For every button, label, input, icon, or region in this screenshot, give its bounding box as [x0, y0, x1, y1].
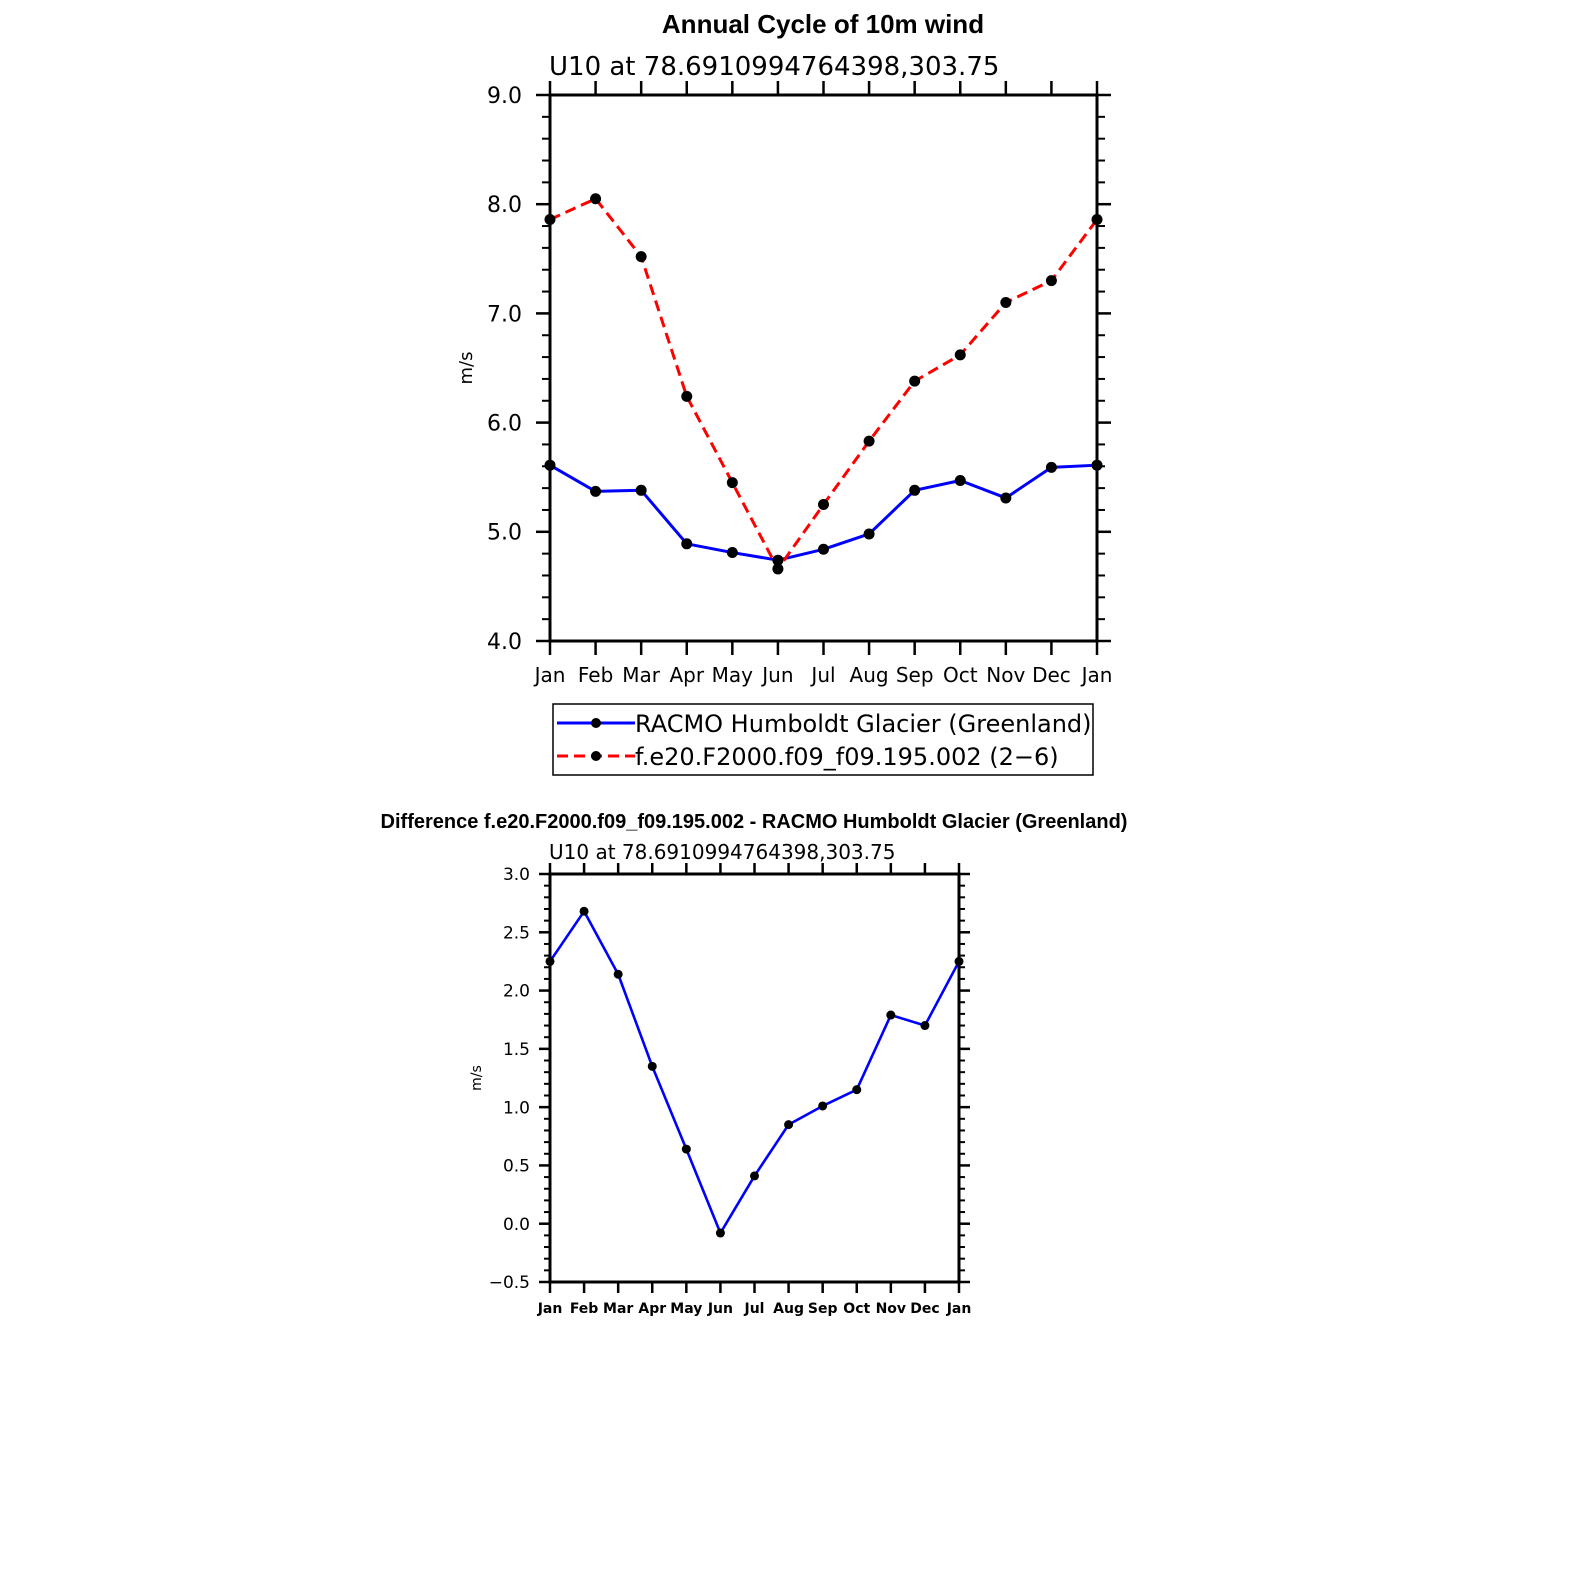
- x-tick-label: Mar: [603, 1301, 633, 1317]
- x-tick-label: May: [670, 1301, 702, 1317]
- legend-label-racmo: RACMO Humboldt Glacier (Greenland): [635, 710, 1092, 738]
- x-tick-label: Sep: [896, 663, 934, 687]
- y-tick-label: 9.0: [487, 84, 522, 109]
- chart-subtitle: U10 at 78.6910994764398,303.75: [549, 840, 895, 864]
- legend-box: [552, 703, 1094, 776]
- y-tick-label: 8.0: [487, 193, 522, 218]
- data-point-0: [784, 1120, 794, 1130]
- y-tick-label: 3.0: [503, 865, 530, 885]
- annual-cycle-chart: Annual Cycle of 10m wind U10 at 78.69109…: [456, 9, 1113, 776]
- x-tick-label: Aug: [850, 663, 889, 687]
- legend-marker-model: [591, 751, 601, 761]
- data-point-0: [772, 554, 784, 566]
- x-tick-label: Jun: [760, 663, 793, 687]
- y-tick-label: 6.0: [487, 412, 522, 437]
- y-axis-label: m/s: [469, 1065, 485, 1091]
- y-axis-label: m/s: [456, 352, 477, 385]
- data-point-1: [1000, 296, 1012, 308]
- data-point-0: [818, 543, 829, 555]
- data-point-1: [863, 435, 875, 447]
- data-point-0: [681, 1144, 691, 1154]
- x-tick-label: Dec: [910, 1301, 939, 1317]
- data-point-0: [920, 1021, 930, 1031]
- data-point-1: [818, 499, 829, 510]
- data-point-0: [590, 485, 602, 497]
- difference-chart: Difference f.e20.F2000.f09_f09.195.002 -…: [381, 811, 1128, 1317]
- chart-title: Annual Cycle of 10m wind: [662, 9, 984, 39]
- y-tick-label: −0.5: [489, 1273, 530, 1293]
- legend-label-model: f.e20.F2000.f09_f09.195.002 (2−6): [635, 743, 1059, 771]
- data-point-0: [886, 1010, 896, 1020]
- x-tick-label: Oct: [943, 663, 978, 687]
- y-tick-label: 4.0: [487, 630, 522, 655]
- data-point-0: [1045, 461, 1057, 473]
- legend: RACMO Humboldt Glacier (Greenland) f.e20…: [552, 703, 1094, 776]
- data-point-0: [750, 1171, 759, 1181]
- x-tick-label: Feb: [570, 1301, 599, 1317]
- data-point-0: [635, 484, 647, 496]
- x-tick-label: Jan: [537, 1301, 563, 1317]
- x-tick-label: Apr: [669, 663, 704, 687]
- x-tick-label: Jul: [744, 1301, 765, 1317]
- data-point-1: [954, 349, 966, 361]
- plot-frame: [548, 872, 961, 1284]
- x-tick-label: May: [712, 663, 754, 687]
- x-tick-label: Jan: [946, 1301, 972, 1317]
- data-point-0: [863, 528, 875, 540]
- data-point-0: [681, 538, 693, 550]
- chart-title: Difference f.e20.F2000.f09_f09.195.002 -…: [381, 811, 1128, 833]
- x-tick-label: Oct: [843, 1301, 870, 1317]
- series-line-0: [548, 910, 961, 1235]
- y-tick-label: 7.0: [487, 302, 522, 327]
- x-tick-label: Mar: [622, 663, 661, 687]
- x-tick-label: Sep: [808, 1301, 838, 1317]
- data-point-0: [909, 484, 921, 496]
- data-point-0: [852, 1085, 862, 1095]
- data-point-0: [647, 1061, 657, 1071]
- data-point-1: [635, 251, 647, 263]
- x-tick-label: Nov: [986, 663, 1025, 687]
- data-point-0: [613, 969, 623, 979]
- data-point-1: [909, 375, 921, 387]
- y-tick-label: 5.0: [487, 521, 522, 546]
- x-tick-label: Apr: [638, 1301, 666, 1317]
- data-point-1: [681, 390, 693, 402]
- data-point-0: [1000, 492, 1012, 504]
- x-tick-label: Feb: [578, 663, 613, 687]
- series-line-1: [549, 197, 1099, 571]
- data-point-1: [590, 193, 602, 205]
- y-tick-label: 1.0: [503, 1098, 530, 1118]
- x-tick-label: Jan: [1080, 663, 1113, 687]
- data-point-0: [818, 1101, 828, 1111]
- x-tick-label: Dec: [1032, 663, 1071, 687]
- plot-frame: [548, 93, 1099, 643]
- data-point-0: [715, 1228, 725, 1238]
- data-point-1: [726, 477, 738, 489]
- data-point-0: [726, 547, 738, 559]
- y-tick-label: 0.5: [503, 1157, 530, 1177]
- y-tick-label: 1.5: [503, 1040, 530, 1060]
- legend-marker-racmo: [591, 718, 601, 728]
- x-tick-label: Nov: [876, 1301, 906, 1317]
- data-point-0: [954, 474, 966, 486]
- x-tick-label: Jun: [707, 1301, 733, 1317]
- x-tick-label: Aug: [773, 1301, 804, 1317]
- y-tick-label: 2.5: [503, 923, 530, 943]
- data-point-1: [1045, 275, 1057, 287]
- x-tick-label: Jan: [533, 663, 566, 687]
- chart-subtitle: U10 at 78.6910994764398,303.75: [549, 52, 999, 82]
- x-tick-label: Jul: [809, 663, 835, 687]
- y-tick-label: 2.0: [503, 982, 530, 1002]
- data-point-1: [772, 563, 784, 575]
- data-point-0: [579, 906, 589, 916]
- y-tick-label: 0.0: [503, 1215, 530, 1235]
